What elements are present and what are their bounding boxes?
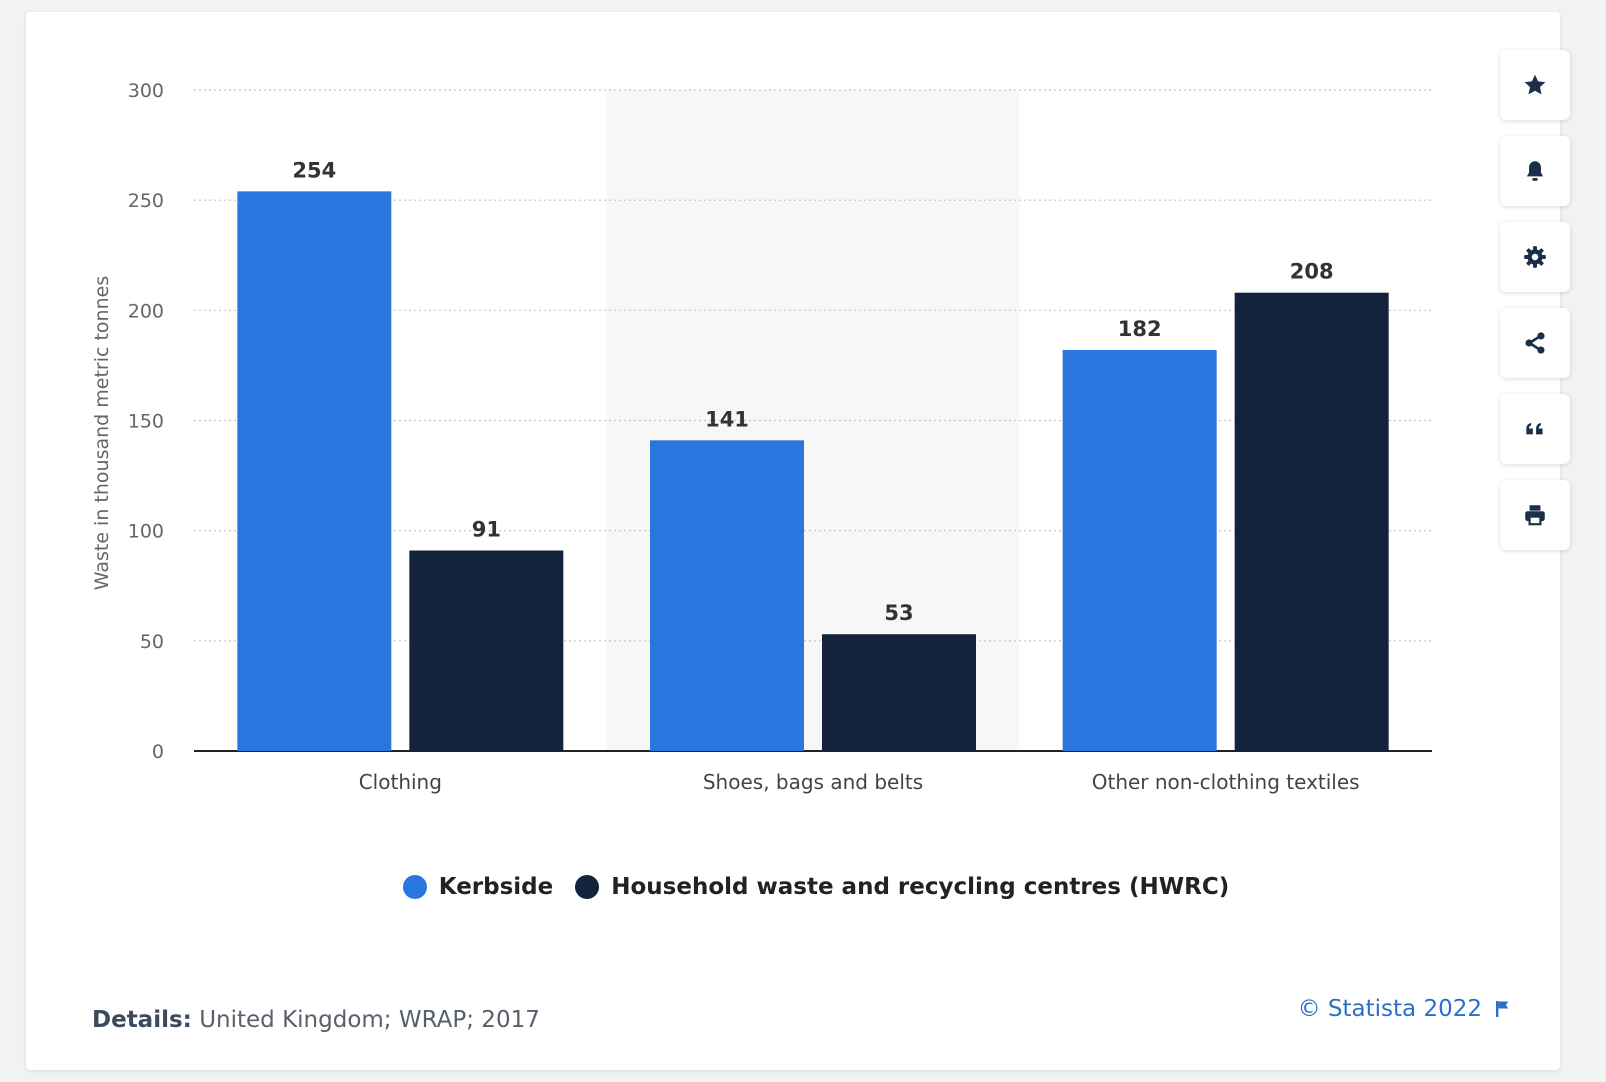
y-tick-label: 200 [128,300,164,322]
y-tick-label: 150 [128,411,164,433]
data-label: 254 [292,158,336,182]
star-icon [1524,74,1546,95]
legend-label-hwrc: Household waste and recycling centres (H… [611,874,1230,900]
chart-card: 0 50 100 150 200 250 300 254 91 Clothing 141 53 Shoe… [26,12,1570,1070]
bar-chart: 0 50 100 150 200 250 300 254 91 Clothing 141 53 Shoe… [91,80,1432,794]
y-tick-label: 0 [152,741,164,763]
bar-hwrc-1[interactable] [822,634,976,751]
y-tick-label: 300 [128,80,164,102]
details-text: United Kingdom; WRAP; 2017 [199,1007,540,1033]
bar-hwrc-2[interactable] [1234,292,1389,751]
bar-kerbside-2[interactable] [1062,349,1217,751]
legend-marker-hwrc [575,875,600,899]
y-tick-label: 100 [128,521,164,543]
y-tick-label: 50 [140,631,164,653]
x-tick-label: Shoes, bags and belts [703,770,923,794]
print-icon [1525,505,1545,526]
data-label: 182 [1118,317,1162,341]
legend-item-kerbside[interactable]: Kerbside [402,874,554,900]
favorite-button[interactable] [1500,50,1570,120]
settings-button[interactable] [1500,222,1570,292]
chart-legend: Kerbside Household waste and recycling c… [26,874,1606,900]
toolbar [1500,50,1570,550]
y-axis-title: Waste in thousand metric tonnes [91,276,113,590]
quote-icon [1526,423,1543,435]
share-button[interactable] [1500,308,1570,378]
data-label: 141 [705,407,749,431]
y-tick-label: 250 [128,190,164,212]
legend-marker-kerbside [402,875,427,899]
x-tick-label: Clothing [359,770,442,794]
x-tick-label: Other non-clothing textiles [1092,770,1360,794]
bar-kerbside-0[interactable] [237,191,392,751]
bar-kerbside-1[interactable] [650,440,804,751]
notification-button[interactable] [1500,136,1570,206]
bell-icon [1526,161,1544,181]
copyright-text: © Statista 2022 [1297,996,1482,1022]
data-label: 53 [884,601,913,625]
data-label: 91 [472,517,501,541]
legend-label-kerbside: Kerbside [438,874,554,900]
details-label: Details: [92,1007,192,1033]
copyright-link[interactable]: © Statista 2022 [1298,996,1512,1022]
details-note: Details: United Kingdom; WRAP; 2017 [92,1007,540,1033]
gear-icon [1524,246,1546,268]
legend-item-hwrc[interactable]: Household waste and recycling centres (H… [575,874,1229,900]
bar-hwrc-0[interactable] [409,550,564,751]
cite-button[interactable] [1500,394,1570,464]
share-icon [1525,332,1545,354]
data-label: 208 [1290,260,1334,284]
print-button[interactable] [1500,480,1570,550]
flag-icon [1496,1001,1509,1017]
